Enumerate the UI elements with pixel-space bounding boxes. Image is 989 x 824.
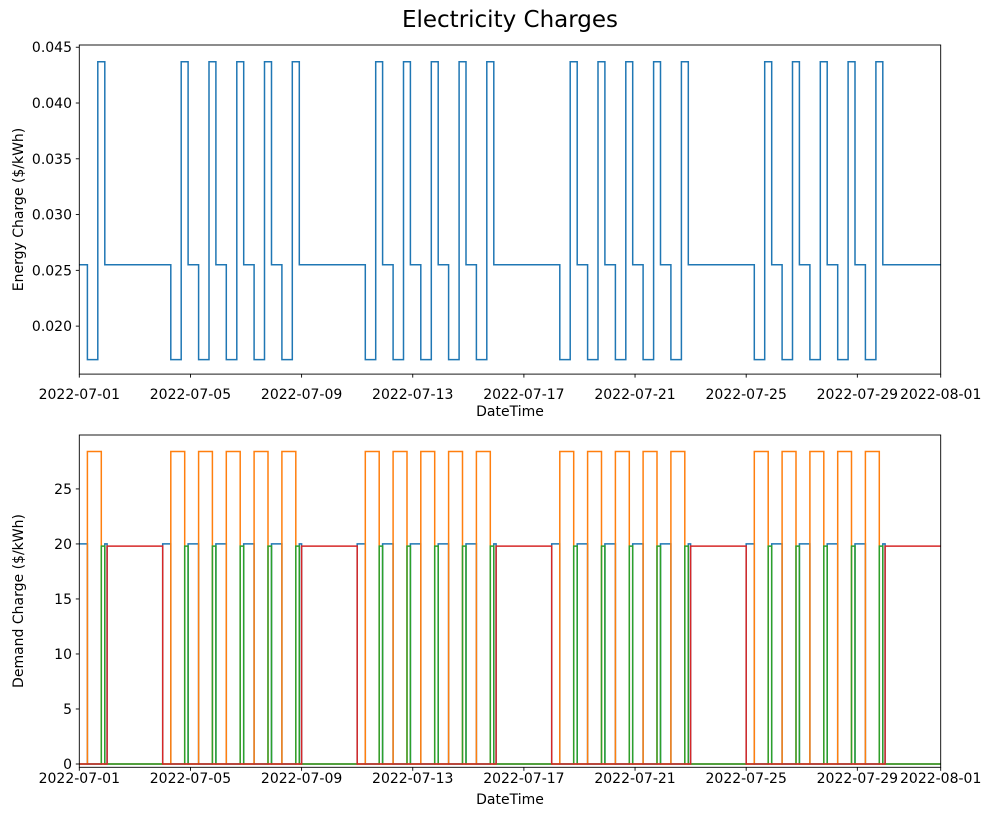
figure-title: Electricity Charges [402, 7, 618, 33]
x-tick-label: 2022-07-05 [150, 387, 231, 403]
x-tick-label: 2022-07-09 [261, 771, 342, 787]
x-tick-label: 2022-07-13 [372, 771, 453, 787]
demand-x-axis-label: DateTime [476, 792, 544, 808]
axes-spines [78, 44, 942, 375]
y-tick-label: 10 [54, 647, 72, 663]
y-tick-label: 0.030 [32, 208, 72, 224]
energy-plot-area: 2022-07-01 2022-07-05 2022-07-09 2022-07-13… [32, 40, 981, 403]
x-tick-label: 2022-08-01 [900, 771, 981, 787]
demand-charge-chart: DateTime Demand Charge ($/kWh) 2022-07-0… [11, 434, 981, 808]
y-tick-label: 0 [63, 757, 72, 773]
y-tick-label: 0.040 [32, 96, 72, 112]
x-tick-label: 2022-07-29 [817, 771, 898, 787]
off-peak-demand-charge-line [79, 543, 941, 765]
mid-peak-demand-charge-line [79, 545, 941, 765]
x-tick-label: 2022-07-21 [594, 771, 675, 787]
y-tick-label: 0.045 [32, 40, 72, 56]
y-tick-label: 25 [54, 482, 72, 498]
x-tick-label: 2022-07-17 [483, 387, 564, 403]
energy-x-axis-label: DateTime [476, 404, 544, 420]
weekend-demand-charge-line [79, 545, 941, 765]
y-tick-label: 0.035 [32, 152, 72, 168]
y-tick-label: 20 [54, 537, 72, 553]
y-tick-label: 0.025 [32, 263, 72, 279]
x-tick-label: 2022-07-05 [150, 771, 231, 787]
energy-charge-chart: DateTime Energy Charge ($/kWh) 2022-07-0… [11, 40, 981, 420]
x-tick-label: 2022-07-13 [372, 387, 453, 403]
y-tick-label: 5 [63, 702, 72, 718]
energy-charge-tou-rate-line [79, 60, 941, 361]
on-peak-demand-charge-line [79, 450, 941, 765]
energy-y-axis-label: Energy Charge ($/kWh) [11, 128, 27, 292]
demand-plot-area: 2022-07-01 2022-07-05 2022-07-09 2022-07-13… [39, 434, 981, 787]
x-tick-label: 2022-07-09 [261, 387, 342, 403]
x-tick-label: 2022-07-25 [706, 387, 787, 403]
x-tick-label: 2022-07-29 [817, 387, 898, 403]
demand-y-axis-label: Demand Charge ($/kWh) [11, 514, 27, 688]
x-tick-label: 2022-08-01 [900, 387, 981, 403]
x-tick-label: 2022-07-21 [594, 387, 675, 403]
x-tick-label: 2022-07-01 [39, 387, 120, 403]
x-tick-label: 2022-07-01 [39, 771, 120, 787]
x-tick-label: 2022-07-25 [706, 771, 787, 787]
y-tick-label: 15 [54, 592, 72, 608]
axes-spines [78, 434, 942, 768]
y-tick-label: 0.020 [32, 319, 72, 335]
x-tick-label: 2022-07-17 [483, 771, 564, 787]
